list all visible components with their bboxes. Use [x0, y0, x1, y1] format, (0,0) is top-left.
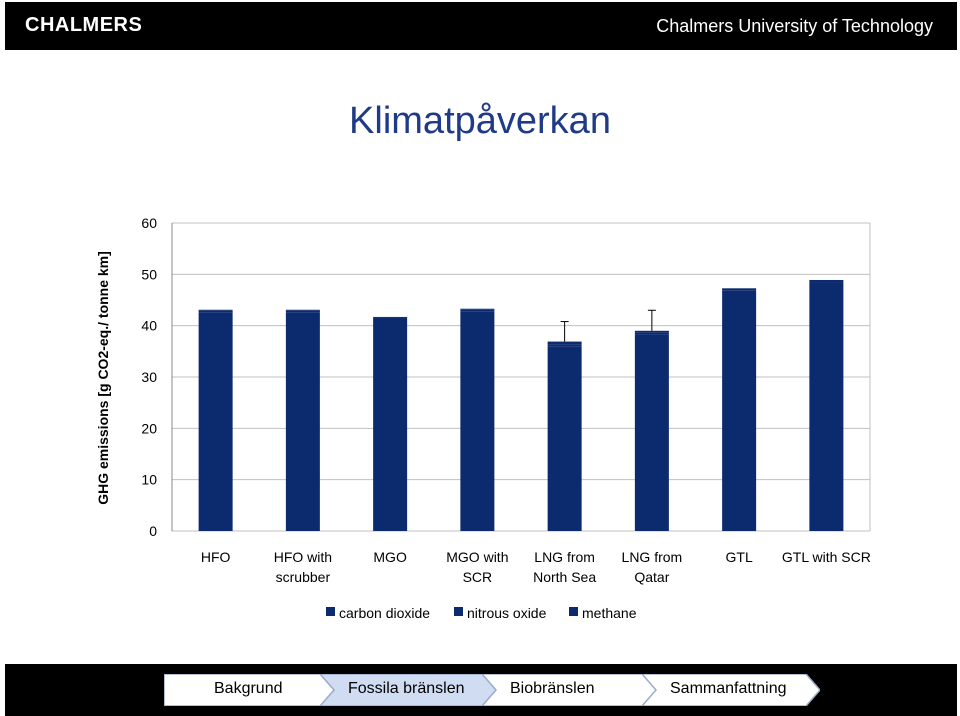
header-bar: CHALMERS Chalmers University of Technolo…: [5, 2, 957, 50]
slide-title: Klimatpåverkan: [349, 100, 611, 142]
bar-2-methane: [285, 309, 320, 311]
x-tick-label: HFO with: [274, 549, 332, 565]
legend-entry: carbon dioxide: [339, 605, 430, 621]
bar-4-carbon-dioxide: [460, 311, 495, 531]
x-tick-label: SCR: [463, 569, 493, 585]
bar-4-nitrous-oxide: [460, 309, 495, 312]
nav-item-label: Bakgrund: [214, 680, 283, 697]
x-tick-label: HFO: [201, 549, 231, 565]
nav-item-label: Biobränslen: [510, 680, 595, 697]
y-tick-label: 10: [141, 472, 157, 488]
y-tick-label: 40: [141, 318, 157, 334]
bar-2-nitrous-oxide: [285, 310, 320, 313]
chalmers-logo: CHALMERS: [25, 14, 143, 36]
x-tick-label: MGO with: [446, 549, 508, 565]
bar-5-nitrous-oxide: [547, 344, 582, 347]
chevron-shape: [642, 674, 820, 706]
y-axis-label: GHG emissions [g CO2-eq./ tonne km]: [95, 251, 111, 505]
y-tick-label: 0: [149, 523, 157, 539]
bar-4-methane: [460, 308, 495, 310]
bar-8-methane: [809, 279, 844, 281]
legend-entry: nitrous oxide: [467, 605, 547, 621]
bar-6-carbon-dioxide: [634, 334, 669, 531]
ghg-bar-chart: 0 10 20 30 40 50 60 GHG emissions [g CO2-eq./ t…: [95, 215, 871, 621]
x-tick-label: LNG from: [534, 549, 595, 565]
x-tick-label: scrubber: [276, 569, 331, 585]
y-tick-label: 30: [141, 369, 157, 385]
nav-item-fossila-bränslen[interactable]: Fossila bränslen: [320, 674, 502, 706]
legend-swatch-methane: [569, 607, 578, 616]
bar-8-carbon-dioxide: [809, 282, 844, 531]
bar-5-carbon-dioxide: [547, 346, 582, 531]
bar-1-methane: [198, 309, 233, 311]
x-tick-label: GTL: [726, 549, 753, 565]
y-tick-label: 60: [141, 215, 157, 231]
chevron-shape: [320, 674, 502, 706]
university-name: Chalmers University of Technology: [656, 16, 933, 36]
bar-7-nitrous-oxide: [722, 288, 757, 291]
bar-3-nitrous-oxide: [373, 317, 408, 320]
bar-7-methane: [722, 288, 757, 289]
y-tick-label: 20: [141, 420, 157, 436]
chevron-shape: [482, 674, 662, 706]
bar-6-nitrous-oxide: [634, 332, 669, 335]
x-tick-label: Qatar: [634, 569, 669, 585]
legend-swatch-nitrous-oxide: [454, 607, 463, 616]
x-tick-label: GTL with SCR: [782, 549, 871, 565]
nav-item-bakgrund[interactable]: Bakgrund: [164, 674, 340, 706]
bar-1-carbon-dioxide: [198, 312, 233, 531]
bar-2-carbon-dioxide: [285, 312, 320, 531]
bar-7-carbon-dioxide: [722, 290, 757, 531]
bar-1-nitrous-oxide: [198, 310, 233, 313]
x-tick-label: North Sea: [533, 569, 596, 585]
bar-8-nitrous-oxide: [809, 280, 844, 283]
nav-item-sammanfattning[interactable]: Sammanfattning: [642, 674, 820, 706]
bar-6-methane: [634, 330, 669, 333]
legend-entry: methane: [582, 605, 637, 621]
bar-3-methane: [373, 316, 408, 318]
nav-item-biobränslen[interactable]: Biobränslen: [482, 674, 662, 706]
x-tick-label: LNG from: [622, 549, 683, 565]
y-tick-label: 50: [141, 266, 157, 282]
legend-swatch-carbon-dioxide: [326, 607, 335, 616]
nav-item-label: Sammanfattning: [670, 680, 787, 697]
x-tick-label: MGO: [373, 549, 407, 565]
bar-5-methane: [547, 341, 582, 345]
nav-item-label: Fossila bränslen: [348, 680, 465, 697]
bar-3-carbon-dioxide: [373, 319, 408, 531]
